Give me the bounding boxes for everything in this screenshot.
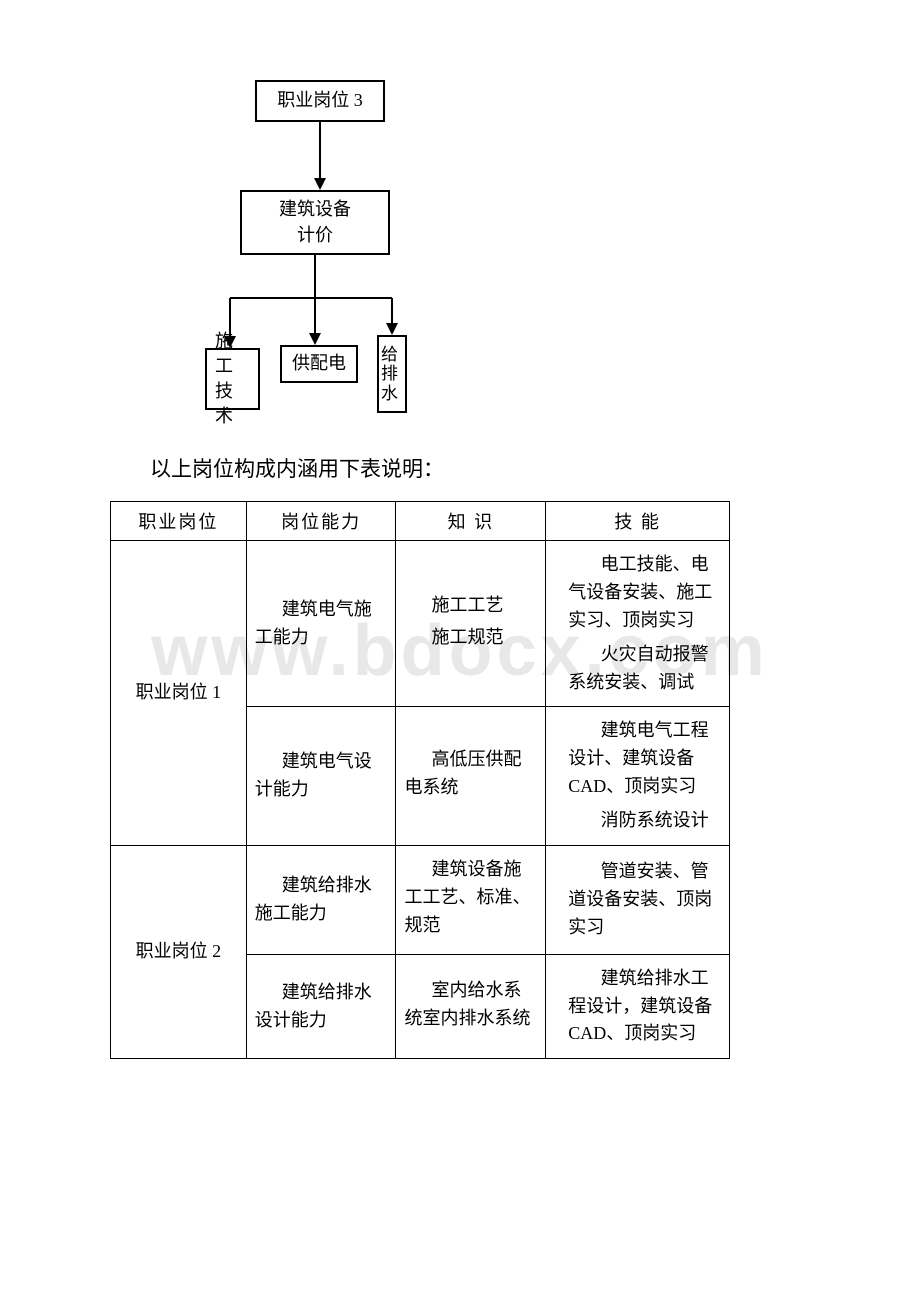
cell-knowledge: 建筑设备施工工艺、标准、规范 — [396, 846, 546, 955]
cell-skill: 建筑给排水工程设计，建筑设备 CAD、顶岗实习 — [546, 954, 730, 1059]
flowchart: 职业岗位 3 建筑设备 计价 施工 技术 供配电 给排水 — [160, 80, 820, 425]
table-header: 知 识 — [396, 502, 546, 541]
table-header: 岗位能力 — [246, 502, 396, 541]
cell-knowledge: 高低压供配电系统 — [396, 707, 546, 846]
cell-ability: 建筑电气施工能力 — [246, 541, 396, 707]
cell-position: 职业岗位 2 — [111, 846, 247, 1059]
node-label-line2: 计价 — [297, 223, 333, 248]
cell-ability: 建筑给排水施工能力 — [246, 846, 396, 955]
caption-text: 以上岗位构成内涵用下表说明： — [150, 453, 820, 483]
node-label: 供配电 — [292, 351, 346, 376]
cell-skill: 管道安装、管道设备安装、顶岗实习 — [546, 846, 730, 955]
node-label-line2: 技术 — [215, 379, 250, 429]
table-header-row: 职业岗位 岗位能力 知 识 技 能 — [111, 502, 730, 541]
table-header: 技 能 — [546, 502, 730, 541]
flowchart-node-top: 职业岗位 3 — [255, 80, 385, 122]
flowchart-node-bottom-2: 供配电 — [280, 345, 358, 383]
cell-ability: 建筑电气设计能力 — [246, 707, 396, 846]
node-label-line1: 施工 — [215, 329, 250, 379]
cell-ability: 建筑给排水设计能力 — [246, 954, 396, 1059]
table-row: 职业岗位 1 建筑电气施工能力 施工工艺 施工规范 电工技能、电气设备安装、施工… — [111, 541, 730, 707]
cell-skill: 建筑电气工程设计、建筑设备 CAD、顶岗实习 消防系统设计 — [546, 707, 730, 846]
cell-skill: 电工技能、电气设备安装、施工实习、顶岗实习 火灾自动报警系统安装、调试 — [546, 541, 730, 707]
node-label: 给排水 — [381, 345, 403, 404]
cell-knowledge: 施工工艺 施工规范 — [396, 541, 546, 707]
flowchart-node-bottom-3: 给排水 — [377, 335, 407, 413]
table-header: 职业岗位 — [111, 502, 247, 541]
table-row: 职业岗位 2 建筑给排水施工能力 建筑设备施工工艺、标准、规范 管道安装、管道设… — [111, 846, 730, 955]
node-label: 职业岗位 3 — [277, 88, 363, 113]
node-label-line1: 建筑设备 — [279, 197, 351, 222]
cell-position: 职业岗位 1 — [111, 541, 247, 846]
flowchart-node-mid: 建筑设备 计价 — [240, 190, 390, 255]
position-table: 职业岗位 岗位能力 知 识 技 能 职业岗位 1 建筑电气施工能力 施工工艺 施… — [110, 501, 730, 1059]
flowchart-node-bottom-1: 施工 技术 — [205, 348, 260, 410]
cell-knowledge: 室内给水系统室内排水系统 — [396, 954, 546, 1059]
